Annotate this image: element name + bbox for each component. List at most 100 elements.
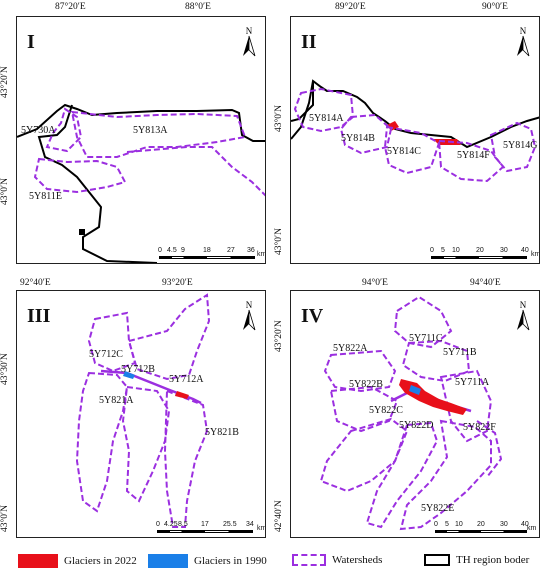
panel4-scale-tick: 40 (521, 521, 529, 528)
panel2-watershed-5Y814A (293, 87, 355, 133)
panel2-scale-unit: km (531, 251, 540, 258)
panel4-watershed-5Y822C (319, 417, 409, 493)
panel2-north-arrow-icon: N (517, 26, 530, 57)
panel2-scale-tick: 10 (452, 247, 460, 254)
legend-label: Glaciers in 1990 (194, 555, 267, 567)
panel4-watershed-5Y822B (329, 385, 399, 433)
panel3-top-coord-2: 93°20′E (162, 278, 193, 288)
panel3-north-arrow-icon: N (243, 300, 256, 331)
svg-text:N: N (520, 300, 527, 310)
panel4-scale-tick: 10 (455, 521, 463, 528)
panel3-left-coord-2: 43°0′N (0, 505, 10, 532)
panel2-left-coord-2: 43°0′N (274, 228, 284, 255)
panel4-label-5Y822F: 5Y822F (463, 422, 496, 433)
legend-watersheds: Watersheds (292, 554, 382, 566)
panel4-top-coord-1: 94°0′E (362, 278, 388, 288)
panel1-scale-tick: 36 (247, 247, 255, 254)
panel1-label-5Y813A: 5Y813A (133, 125, 168, 136)
panel1-left-coord-1: 43°20′N (0, 66, 10, 98)
panel2-top-coord-1: 89°20′E (335, 2, 366, 12)
panel4-top-coord-2: 94°40′E (470, 278, 501, 288)
panel2-glacier-patch (433, 139, 461, 145)
panel1-map-svg (17, 103, 265, 263)
panel1-boundary-2 (37, 104, 158, 263)
panel2-map-svg (291, 79, 539, 183)
panel1-title: I (27, 31, 35, 53)
panel3-label-5Y712C: 5Y712C (89, 349, 123, 360)
panel1-label-5Y811E: 5Y811E (29, 191, 62, 202)
panel4-watershed-5Y711B (401, 339, 471, 383)
panel2-top-coord-2: 90°0′E (482, 2, 508, 12)
map-panel-4: IV 5Y822A 5Y711C 5Y711B 5Y822B 5Y711A 5Y… (290, 290, 540, 538)
panel2-label-5Y814A: 5Y814A (309, 113, 344, 124)
panel3-scale-tick: 17 (201, 521, 209, 528)
panel3-label-5Y821A: 5Y821A (99, 395, 134, 406)
panel1-label-5Y730A: 5Y730A (21, 125, 56, 136)
legend-glaciers-2022: Glaciers in 2022 (18, 554, 137, 568)
panel3-left-coord-1: 43°30′N (0, 353, 10, 385)
svg-text:N: N (520, 26, 527, 36)
panel1-scale-tick: 4.5 (167, 247, 177, 254)
panel2-watershed-5Y814G (489, 121, 537, 173)
panel1-scale-tick: 9 (181, 247, 185, 254)
panel4-scale-bar: 0 5 10 20 30 40 (434, 521, 529, 535)
panel4-watershed-5Y822A (323, 349, 397, 393)
panel4-scale-tick: 0 (434, 521, 438, 528)
panel4-scale-tick: 5 (445, 521, 449, 528)
panel4-scale-unit: km (527, 525, 537, 532)
panel3-ridge (100, 369, 202, 405)
panel4-left-coord-2: 42°40′N (274, 500, 284, 532)
panel1-top-coord-2: 88°0′E (185, 2, 211, 12)
legend-swatch-red (18, 554, 58, 568)
panel3-scale-tick: 25.5 (223, 521, 237, 528)
panel4-watershed-5Y822F (476, 420, 503, 478)
panel4-watershed-5Y711A (439, 369, 493, 443)
panel2-watershed-5Y814B (339, 113, 393, 155)
panel3-scale-bar: 0 4.25 8.5 17 25.5 34 km (156, 521, 265, 535)
panel3-scale-tick: 8.5 (178, 521, 188, 528)
legend-label: Watersheds (332, 554, 383, 566)
panel3-watershed-5Y712A (127, 293, 211, 381)
panel1-watershed-south (126, 146, 265, 197)
panel1-watershed-5Y730A (45, 107, 83, 153)
panel2-scale-tick: 30 (500, 247, 508, 254)
panel3-label-5Y821B: 5Y821B (205, 427, 239, 438)
panel1-boundary (17, 103, 265, 142)
panel2-left-coord-1: 43°0′N (274, 105, 284, 132)
panel3-top-coord-1: 92°40′E (20, 278, 51, 288)
panel2-scale-tick: 0 (430, 247, 434, 254)
legend-swatch-watershed (292, 554, 326, 566)
panel3-glacier-2022 (175, 391, 189, 399)
panel4-title: IV (301, 305, 324, 327)
panel3-scale-tick: 34 (246, 521, 254, 528)
svg-text:N: N (246, 300, 253, 310)
legend-label: TH region boder (456, 554, 530, 566)
map-panel-3: III 5Y712C 5Y712B 5Y712A 5Y821A 5Y821B N… (16, 290, 266, 538)
legend-th-region: TH region boder (424, 554, 529, 566)
panel1-left-coord-2: 43°0′N (0, 178, 10, 205)
panel4-left-coord-1: 43°20′N (274, 320, 284, 352)
panel1-north-arrow-icon: N (243, 26, 256, 57)
panel3-watershed-5Y712C (87, 311, 137, 373)
legend-swatch-boundary (424, 554, 450, 566)
panel3-scale-tick: 4.25 (164, 521, 178, 528)
legend-glaciers-1990: Glaciers in 1990 (148, 554, 267, 568)
panel4-watershed-5Y711C (393, 295, 453, 349)
panel2-watershed-5Y814C (383, 125, 441, 175)
panel2-boundary-2 (291, 81, 314, 122)
panel4-label-5Y822A: 5Y822A (333, 343, 368, 354)
panel3-scale-tick: 0 (156, 521, 160, 528)
panel1-scale-tick: 27 (227, 247, 235, 254)
panel2-boundary (291, 79, 539, 149)
panel4-label-5Y822E: 5Y822E (421, 503, 455, 514)
map-panel-1: I 5Y730A 5Y813A 5Y811E N 0 4.5 9 18 27 3… (16, 16, 266, 264)
panel1-watershed-5Y811E (33, 157, 127, 194)
panel1-scale-bar: 0 4.5 9 18 27 36 km (158, 247, 265, 261)
panel2-label-5Y814F: 5Y814F (457, 150, 490, 161)
panel3-scale-unit: km (257, 525, 266, 532)
panel1-scale-tick: 0 (158, 247, 162, 254)
panel1-lake (79, 229, 85, 235)
panel3-watershed-5Y821B (163, 389, 209, 528)
panel3-glacier-1990 (123, 371, 135, 379)
panel2-title: II (301, 31, 317, 53)
